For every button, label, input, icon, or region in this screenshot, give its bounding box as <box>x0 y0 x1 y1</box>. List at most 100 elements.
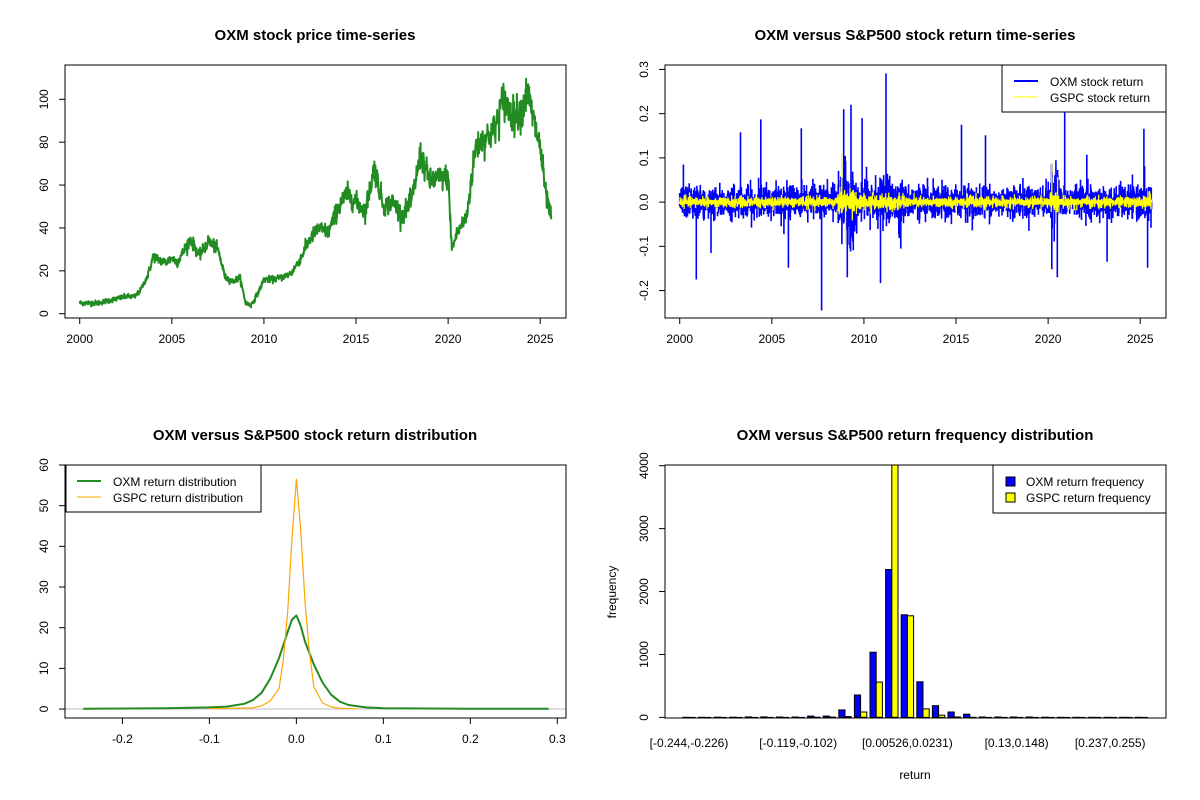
density-chart-axes: -0.2 -0.1 0.0 0.1 0.2 0.3 0 10 20 30 40 50 60 <box>37 458 566 746</box>
density-y-tick-label: 50 <box>37 499 51 513</box>
density-x-tick-label: 0.2 <box>462 732 479 746</box>
returns-x-tick-label: 2010 <box>851 332 878 346</box>
returns-chart: OXM versus S&P500 stock return time-seri… <box>637 27 1167 346</box>
histogram-x-axis-label: return <box>899 768 930 782</box>
density-y-tick-label: 10 <box>37 661 51 675</box>
oxm-frequency-bar <box>1009 716 1018 718</box>
histogram-x-tick-label: [-0.119,-0.102) <box>759 736 837 750</box>
price-y-tick-label: 100 <box>37 89 51 109</box>
histogram-x-tick-label: [-0.244,-0.226) <box>650 736 729 750</box>
oxm-frequency-bar <box>978 716 986 718</box>
gspc-frequency-bar <box>922 708 930 718</box>
oxm-frequency-bar <box>885 569 893 718</box>
returns-legend-label-gspc: GSPC stock return <box>1050 91 1150 105</box>
oxm-frequency-bar <box>900 614 908 718</box>
gspc-frequency-bar <box>875 681 883 718</box>
oxm-frequency-bar <box>807 715 815 718</box>
price-chart-plot-area <box>78 77 553 309</box>
oxm-density-line <box>83 614 549 710</box>
price-x-tick-label: 2005 <box>158 332 185 346</box>
price-y-tick-label: 40 <box>37 221 51 235</box>
gspc-density-line <box>209 478 358 710</box>
density-x-tick-label: 0.0 <box>288 732 305 746</box>
returns-chart-axes: 2000 2005 2010 2015 2020 2025 -0.2 -0.1 0.0 0.1 0.… <box>637 61 1154 346</box>
returns-y-tick-label: 0.3 <box>637 61 651 78</box>
price-x-tick-label: 2025 <box>527 332 554 346</box>
oxm-frequency-bar <box>931 705 940 718</box>
density-chart-plot-area <box>65 478 566 710</box>
price-x-tick-label: 2020 <box>435 332 462 346</box>
histogram-y-axis-label: frequency <box>605 566 619 619</box>
oxm-frequency-bar <box>853 694 862 718</box>
returns-y-tick-label: -0.1 <box>637 236 651 257</box>
oxm-frequency-bar <box>760 716 768 718</box>
histogram-y-tick-label: 1000 <box>637 641 651 668</box>
histogram-legend-swatch-gspc <box>1005 492 1016 503</box>
histogram-legend-label-gspc: GSPC return frequency <box>1026 491 1151 505</box>
gspc-frequency-bar <box>891 465 899 718</box>
oxm-frequency-bar <box>822 715 830 718</box>
oxm-frequency-bar <box>838 709 846 718</box>
returns-x-tick-label: 2015 <box>943 332 970 346</box>
returns-legend-label-oxm: OXM stock return <box>1050 75 1143 89</box>
oxm-frequency-bar <box>775 716 784 718</box>
density-x-tick-label: 0.3 <box>549 732 566 746</box>
density-legend-label-oxm: OXM return distribution <box>113 475 236 489</box>
gspc-frequency-bar <box>860 711 868 718</box>
price-chart-title: OXM stock price time-series <box>215 27 416 44</box>
histogram-y-tick-label: 4000 <box>637 452 651 479</box>
histogram-legend: OXM return frequency GSPC return frequen… <box>992 464 1167 514</box>
histogram-x-tick-label: [0.13,0.148) <box>985 736 1049 750</box>
returns-y-tick-label: 0.2 <box>637 105 651 122</box>
returns-y-tick-label: 0.0 <box>637 193 651 210</box>
oxm-frequency-bar <box>1025 716 1033 718</box>
price-x-tick-label: 2000 <box>66 332 93 346</box>
returns-legend-box <box>1001 64 1167 113</box>
price-y-tick-label: 20 <box>37 264 51 278</box>
density-chart-title: OXM versus S&P500 stock return distribut… <box>153 427 477 444</box>
returns-chart-title: OXM versus S&P500 stock return time-seri… <box>755 27 1076 44</box>
gspc-frequency-bar <box>953 716 961 718</box>
density-y-tick-label: 20 <box>37 621 51 635</box>
histogram-y-tick-label: 0 <box>637 714 651 721</box>
density-y-tick-label: 40 <box>37 539 51 553</box>
returns-x-tick-label: 2020 <box>1035 332 1062 346</box>
returns-x-tick-label: 2000 <box>666 332 693 346</box>
density-legend-label-gspc: GSPC return distribution <box>113 491 243 505</box>
histogram-x-tick-label: [0.00526,0.0231) <box>862 736 953 750</box>
price-y-tick-label: 0 <box>37 310 51 317</box>
density-x-tick-label: -0.1 <box>199 732 220 746</box>
histogram-y-tick-label: 2000 <box>637 578 651 605</box>
price-x-tick-label: 2010 <box>251 332 278 346</box>
returns-y-tick-label: 0.1 <box>637 149 651 166</box>
price-chart-frame <box>64 64 567 319</box>
histogram-y-tick-label: 3000 <box>637 515 651 542</box>
histogram-legend-label-oxm: OXM return frequency <box>1026 475 1144 489</box>
histogram-legend-swatch-oxm <box>1005 476 1016 487</box>
density-y-tick-label: 30 <box>37 580 51 594</box>
oxm-frequency-bar <box>963 713 971 718</box>
density-y-tick-label: 0 <box>37 705 51 712</box>
density-y-tick-label: 60 <box>37 458 51 472</box>
histogram-x-tick-label: [0.237,0.255) <box>1075 736 1146 750</box>
returns-chart-plot-area <box>678 73 1153 311</box>
price-chart: OXM stock price time-series 2000 2005 2010… <box>37 27 567 346</box>
returns-x-tick-label: 2025 <box>1127 332 1154 346</box>
gspc-frequency-bar <box>906 615 915 718</box>
oxm-frequency-bar <box>744 716 752 718</box>
oxm-frequency-bar <box>791 716 799 718</box>
gspc-frequency-bar <box>938 714 946 718</box>
returns-legend: OXM stock return GSPC stock return <box>1001 64 1167 113</box>
density-x-tick-label: 0.1 <box>375 732 392 746</box>
gspc-return-series <box>679 153 1153 245</box>
density-legend-box <box>65 464 262 513</box>
histogram-chart-title: OXM versus S&P500 return frequency distr… <box>737 427 1094 444</box>
histogram-chart-axes: 0 1000 2000 3000 4000 [-0.244,-0.226) [-0.119,… <box>637 452 1146 750</box>
price-chart-axes: 2000 2005 2010 2015 2020 2025 0 20 40 60 80 100 <box>37 89 554 346</box>
gspc-frequency-bar <box>844 716 852 718</box>
price-x-tick-label: 2015 <box>343 332 370 346</box>
histogram-chart: OXM versus S&P500 return frequency distr… <box>605 427 1167 782</box>
density-chart: OXM versus S&P500 stock return distribut… <box>37 427 567 746</box>
oxm-frequency-bar <box>947 711 955 718</box>
